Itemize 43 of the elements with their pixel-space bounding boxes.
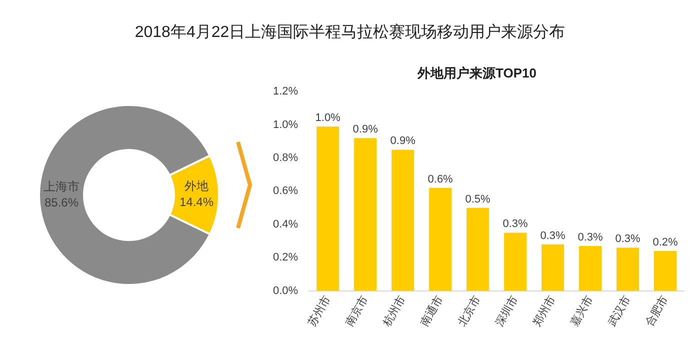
x-tick-label: 嘉兴市	[568, 294, 596, 329]
bar	[466, 208, 490, 291]
y-tick-label: 1.2%	[272, 86, 298, 98]
data-label: 0.3%	[615, 233, 641, 246]
y-tick-label: 0.4%	[272, 218, 298, 230]
bar	[354, 138, 377, 291]
data-label: 0.9%	[352, 124, 378, 136]
data-label: 0.3%	[540, 230, 566, 242]
data-label: 0.3%	[502, 218, 528, 230]
data-label: 0.5%	[465, 193, 491, 206]
slice-label: 上海市	[44, 179, 80, 194]
y-tick-label: 0.6%	[272, 185, 298, 198]
data-label: 0.3%	[578, 232, 604, 244]
data-label: 14.4%	[179, 195, 214, 210]
bar	[579, 246, 602, 291]
x-tick-label: 北京市	[455, 294, 484, 329]
bar	[504, 232, 527, 291]
data-label: 85.6%	[44, 195, 79, 210]
data-label: 0.2%	[652, 236, 678, 249]
y-tick-label: 1.0%	[272, 118, 298, 131]
chart-title: 外地用户来源TOP10	[416, 65, 536, 80]
x-tick-label: 苏州市	[305, 294, 334, 329]
bar	[392, 150, 414, 291]
bar	[429, 188, 452, 291]
y-tick-label: 0.2%	[272, 252, 298, 264]
data-label: 0.9%	[390, 135, 416, 148]
y-tick-label: 0.0%	[272, 284, 298, 297]
bar	[316, 126, 340, 291]
bar	[542, 244, 564, 291]
data-label: 1.0%	[315, 112, 341, 124]
x-tick-label: 深圳市	[492, 294, 521, 329]
x-tick-label: 武汉市	[605, 294, 633, 329]
x-tick-label: 杭州市	[380, 294, 408, 330]
x-tick-label: 郑州市	[530, 294, 558, 329]
x-tick-label: 南通市	[418, 294, 446, 329]
y-tick-label: 0.8%	[272, 152, 298, 164]
bar	[654, 250, 676, 291]
bar	[616, 248, 640, 291]
text: 2018年4月22日上海国际半程马拉松赛现场移动用户来源分布	[134, 22, 566, 43]
data-label: 0.6%	[428, 173, 454, 186]
x-tick-label: 南京市	[342, 294, 371, 329]
slice-label: 外地	[184, 179, 208, 194]
x-tick-label: 合肥市	[642, 294, 670, 329]
